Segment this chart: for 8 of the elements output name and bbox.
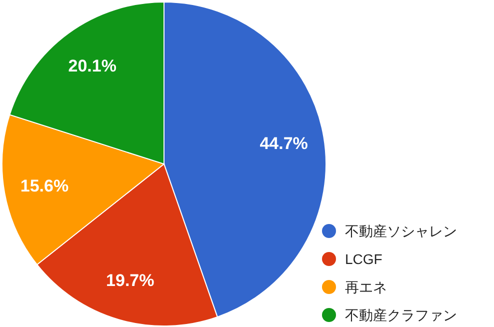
legend-label: 不動産ソシャレン <box>345 223 457 239</box>
data-label: 44.7% <box>260 134 308 154</box>
data-label: 20.1% <box>68 56 116 76</box>
legend-label: 再エネ <box>345 279 387 295</box>
data-label: 19.7% <box>106 271 154 290</box>
legend-label: 不動産クラファン <box>345 307 457 323</box>
data-label: 15.6% <box>20 176 69 196</box>
legend-label: LCGF <box>345 251 382 267</box>
